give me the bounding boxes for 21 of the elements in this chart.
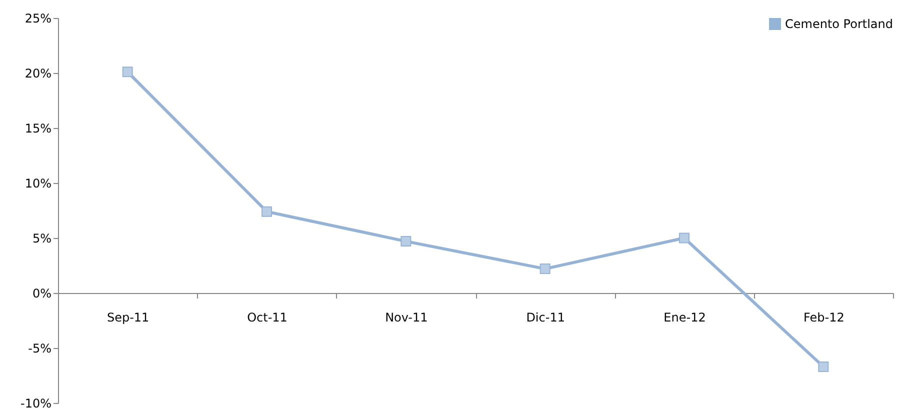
point <box>679 232 690 244</box>
y-tick-label: 25% <box>24 12 52 26</box>
x-tick-label: Dic-11 <box>526 310 565 324</box>
y-tick-label: -10% <box>20 396 52 410</box>
x-tick-label: Oct-11 <box>247 310 288 324</box>
y-tick-label: 5% <box>32 232 52 246</box>
y-tick-label: 15% <box>24 122 52 136</box>
y-tick-label: 20% <box>24 66 52 80</box>
point <box>540 264 550 274</box>
point <box>122 66 133 78</box>
x-tick-label: Ene-12 <box>664 310 706 324</box>
point <box>818 361 829 372</box>
point <box>262 206 272 217</box>
y-tick-label: -5% <box>28 342 52 356</box>
x-tick-label: Feb-12 <box>803 310 844 324</box>
point <box>400 236 412 247</box>
legend-label: Cemento Portland <box>785 17 893 31</box>
x-tick-label: Sep-11 <box>106 310 150 324</box>
x-tick-label: Nov-11 <box>385 310 428 324</box>
y-tick-label: 0% <box>32 286 52 300</box>
y-tick-label: 10% <box>24 176 52 190</box>
